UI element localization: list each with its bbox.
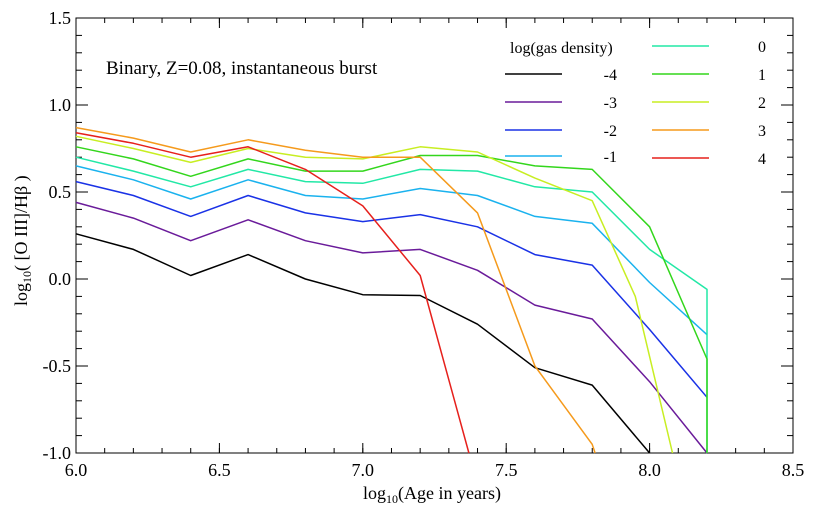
chart-annotation: Binary, Z=0.08, instantaneous burst [106, 58, 378, 79]
series-line-2 [75, 135, 674, 454]
y-tick-label: 0.0 [49, 269, 72, 289]
y-tick-label: 0.5 [49, 182, 72, 202]
series-line-3 [75, 126, 596, 454]
y-tick-label: -0.5 [43, 356, 72, 376]
x-axis-label: log10(Age in years) [363, 483, 501, 506]
legend-label-4: 4 [758, 151, 766, 168]
legend-label--3: -3 [604, 95, 617, 112]
plot-frame [75, 17, 794, 454]
y-tick-label: 1.0 [49, 95, 72, 115]
x-tick-label: 6.0 [65, 460, 88, 480]
axis-ticks: 6.0 6.5 7.0 7.5 8.0 8.5 -1.0 -0.5 0.0 0.5 1.0 1.5 [43, 8, 805, 480]
series-line-4 [75, 132, 470, 454]
legend-label-3: 3 [758, 123, 766, 140]
legend: log(gas density) -4 -3 -2 -1 0 1 2 3 4 [505, 39, 766, 168]
legend-label-0: 0 [758, 39, 766, 56]
legend-label-2: 2 [758, 95, 766, 112]
legend-label--4: -4 [604, 67, 617, 84]
x-tick-label: 7.0 [352, 460, 375, 480]
x-tick-label: 7.5 [495, 460, 518, 480]
legend-label--1: -1 [604, 149, 617, 166]
x-tick-label: 8.5 [782, 460, 805, 480]
series-line--4 [75, 233, 651, 454]
legend-label-1: 1 [758, 67, 766, 84]
x-tick-label: 6.5 [208, 460, 231, 480]
y-tick-label: -1.0 [43, 443, 72, 463]
series-line--1 [75, 165, 708, 336]
series-line--2 [75, 180, 708, 398]
legend-label--2: -2 [604, 123, 617, 140]
series-line-0 [75, 156, 708, 453]
series-line--3 [75, 201, 708, 454]
x-tick-label: 8.0 [638, 460, 661, 480]
series-line-1 [75, 146, 708, 453]
y-tick-label: 1.5 [49, 8, 72, 28]
series-lines [75, 126, 708, 454]
y-axis-label: log10( [O III]/Hβ ) [11, 175, 34, 306]
legend-title: log(gas density) [510, 40, 613, 57]
